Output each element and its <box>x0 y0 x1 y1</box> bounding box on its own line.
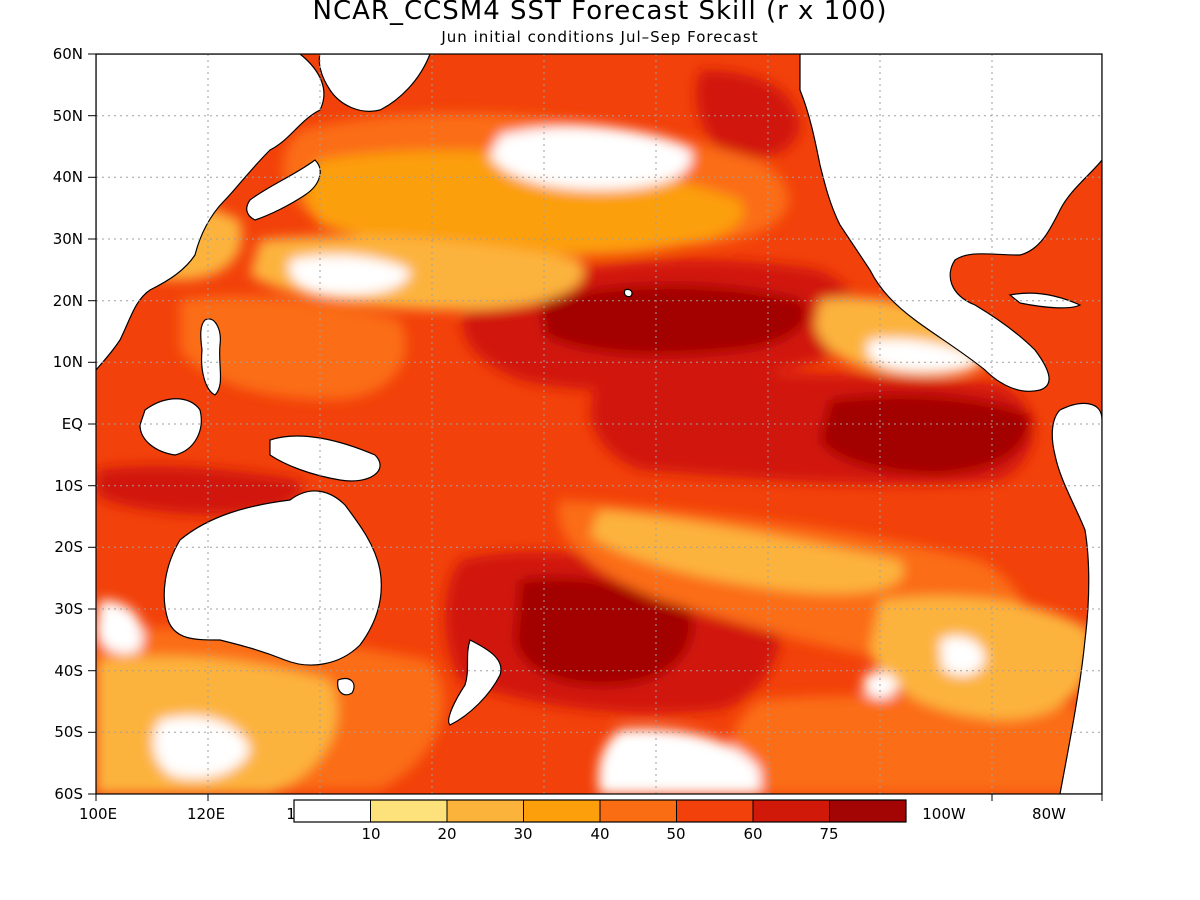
land-asia <box>96 54 325 371</box>
colorbar-swatch <box>523 799 601 823</box>
lat-label: 20N <box>53 292 83 310</box>
skill-none-mexico <box>867 338 980 373</box>
lat-label: 30N <box>53 230 83 248</box>
land-tasmania <box>337 677 355 696</box>
lat-label: 10S <box>54 477 83 495</box>
skill-none-southwest <box>96 600 143 654</box>
colorbar-swatch <box>752 799 830 823</box>
lat-label: 30S <box>54 600 83 618</box>
land-north-america <box>799 54 1102 392</box>
colorbar-label: 10 <box>361 825 380 843</box>
lon-labels: 100E 120E 1 100W 80W <box>79 805 1066 823</box>
skill-mid-southeast <box>729 695 1102 794</box>
land-kamchatka <box>318 54 431 112</box>
skill-core-westindonesia <box>96 465 302 515</box>
colorbar-swatch <box>370 799 448 823</box>
land-borneo <box>139 398 202 456</box>
lat-label: 10N <box>53 353 83 371</box>
land-japan <box>246 159 321 221</box>
skill-none-north-2 <box>289 254 410 296</box>
colorbar-labels: 10 20 30 40 50 60 75 <box>361 825 838 843</box>
land-new-guinea <box>269 435 381 482</box>
land-new-zealand <box>448 639 502 726</box>
skill-mid-westpacific <box>180 296 407 400</box>
colorbar-swatch <box>446 799 524 823</box>
colorbar-swatch <box>676 799 754 823</box>
lat-label: 20S <box>54 538 83 556</box>
map-subtitle: Jun initial conditions Jul–Sep Forecast <box>441 28 759 46</box>
skill-none-north <box>490 126 692 190</box>
land-hawaii <box>623 288 633 298</box>
colorbar-label: 50 <box>666 825 685 843</box>
skill-none-southeast <box>940 636 985 676</box>
skill-core-north-pacific-east <box>696 70 800 159</box>
skill-none-southwest-2 <box>153 716 250 779</box>
lon-label: 100E <box>79 805 117 823</box>
lat-label: 50N <box>53 107 83 125</box>
colorbar-label: 30 <box>513 825 532 843</box>
colorbar-swatches <box>293 799 907 823</box>
colorbar: 10 20 30 40 50 60 75 <box>293 799 907 843</box>
colorbar-swatch <box>829 799 907 823</box>
lat-label: EQ <box>62 415 83 433</box>
lat-label: 60S <box>54 785 83 803</box>
lon-axis <box>95 794 1103 801</box>
lat-label: 40S <box>54 662 83 680</box>
skill-field <box>96 54 1102 794</box>
skill-core-south-central-max <box>515 577 693 686</box>
skill-none-south <box>598 729 760 794</box>
lon-label-partial: 1 <box>286 805 296 823</box>
lat-axis <box>88 53 96 795</box>
colorbar-label: 75 <box>819 825 838 843</box>
skill-core-central-north-max <box>540 285 807 355</box>
skill-core-equatorial-east-max <box>820 395 1030 475</box>
colorbar-swatch <box>293 799 371 823</box>
land-australia <box>163 490 382 666</box>
colorbar-label: 20 <box>437 825 456 843</box>
lat-label: 60N <box>53 45 83 63</box>
colorbar-label: 60 <box>743 825 762 843</box>
lat-label: 50S <box>54 723 83 741</box>
lat-labels: 60N 50N 40N 30N 20N 10N EQ 10S 20S 30S 4… <box>53 45 83 803</box>
land <box>96 54 1102 794</box>
lon-label: 120E <box>187 805 225 823</box>
colorbar-label: 40 <box>590 825 609 843</box>
colorbar-swatch <box>599 799 677 823</box>
land-philippines <box>200 318 222 396</box>
lat-label: 40N <box>53 168 83 186</box>
skill-low-south-band <box>590 510 904 594</box>
skill-none-southeast-2 <box>863 672 899 699</box>
map-title: NCAR_CCSM4 SST Forecast Skill (r x 100) <box>312 0 888 26</box>
lon-label: 100W <box>922 805 966 823</box>
lon-label: 80W <box>1032 805 1066 823</box>
colorbar-frame <box>293 799 907 823</box>
